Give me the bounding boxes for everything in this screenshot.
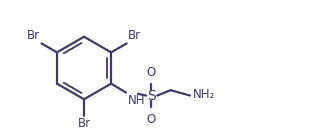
Text: O: O bbox=[147, 112, 156, 126]
Text: NH: NH bbox=[128, 94, 146, 107]
Text: NH₂: NH₂ bbox=[192, 88, 215, 101]
Text: O: O bbox=[147, 66, 156, 79]
Text: Br: Br bbox=[128, 29, 141, 42]
Text: Br: Br bbox=[78, 117, 91, 130]
Text: Br: Br bbox=[27, 29, 40, 42]
Text: S: S bbox=[147, 89, 156, 103]
